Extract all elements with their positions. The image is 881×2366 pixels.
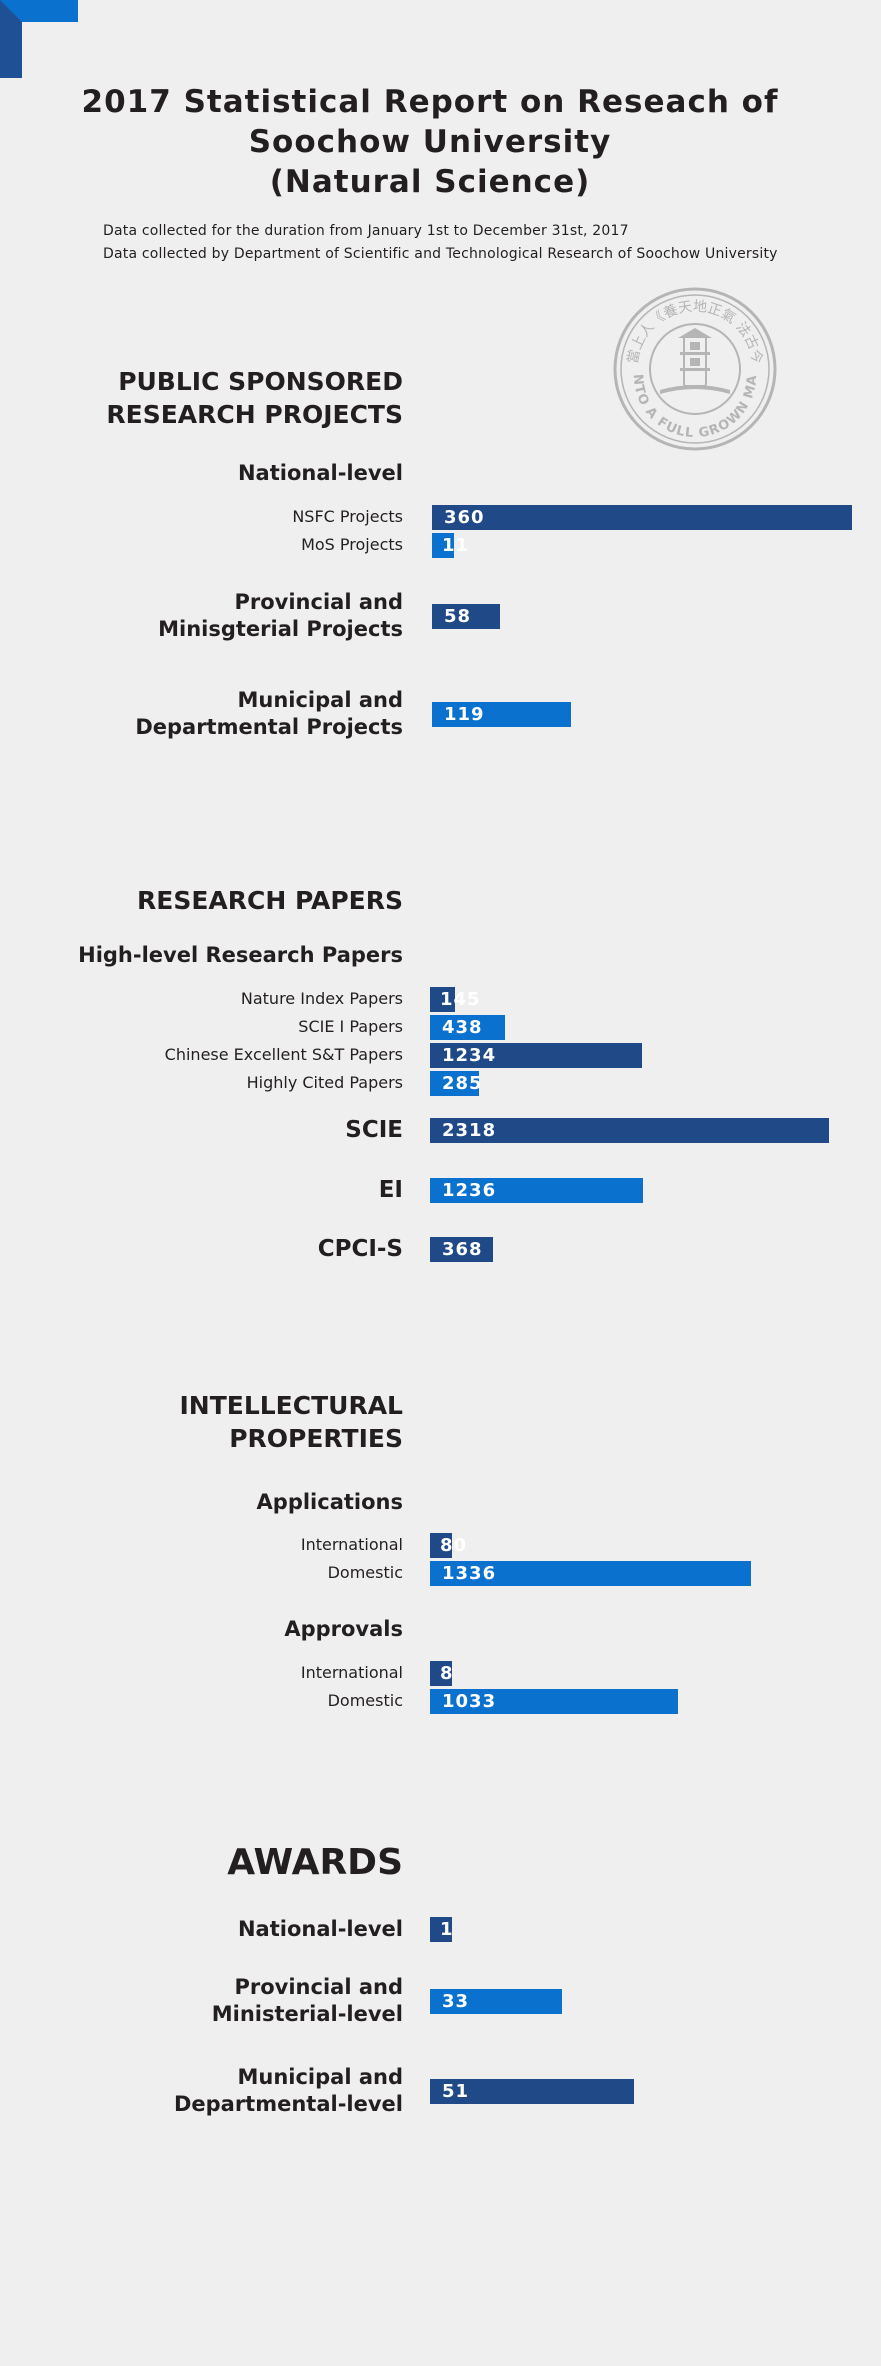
bar-value-label: 438 xyxy=(442,1017,483,1038)
section-title-line: INTELLECTURAL xyxy=(179,1391,403,1420)
category-line: Provincial and xyxy=(234,590,404,614)
section-title-line: AWARDS xyxy=(227,1842,403,1883)
bar-nsfc-projects: 360 xyxy=(432,505,852,530)
university-seal-logo: 人當當上人《養天地正氣 法古今完人 UNTO A FULL GROWN MAN xyxy=(612,286,777,451)
title-line: (Natural Science) xyxy=(269,164,591,200)
category-line: Departmental-level xyxy=(173,2092,403,2116)
bar-municipal-and-departmental-level: 51 xyxy=(430,2079,634,2104)
category-line: Departmental Projects xyxy=(135,715,403,739)
bar-value-label: 1336 xyxy=(442,1563,497,1584)
section-title-intellectural-properties: INTELLECTURAL PROPERTIES xyxy=(179,1389,403,1455)
category-line: National-level xyxy=(237,1916,403,1941)
bar-scie: 2318 xyxy=(430,1118,829,1143)
bar-value-label: 8 xyxy=(440,1663,454,1684)
corner-decoration xyxy=(0,0,78,78)
category-line: SCIE xyxy=(345,1117,403,1143)
page-title: 2017 Statistical Report on Reseach of So… xyxy=(0,82,860,202)
category-national-level: National-level xyxy=(238,460,403,487)
bar-value-label: 119 xyxy=(444,704,485,725)
bar-highly-cited-papers: 285 xyxy=(430,1071,482,1096)
category-provincial-and-minisgterial-projects: Provincial and Minisgterial Projects xyxy=(158,589,403,643)
category-scie: SCIE xyxy=(345,1117,403,1144)
bar-value-label: 80 xyxy=(440,1535,468,1556)
category-line: CPCI-S xyxy=(317,1236,403,1262)
category-line: Minisgterial Projects xyxy=(158,617,403,641)
category-approvals: Approvals xyxy=(284,1616,403,1643)
bar-label-scie-i-papers: SCIE I Papers xyxy=(298,1017,403,1036)
category-line: Provincial and xyxy=(234,1975,404,1999)
category-ei: EI xyxy=(379,1177,403,1204)
bar-scie-i-papers: 438 xyxy=(430,1015,505,1040)
bar-international: 80 xyxy=(430,1533,466,1558)
section-title-line: RESEARCH PROJECTS xyxy=(106,400,403,429)
category-applications: Applications xyxy=(257,1489,403,1516)
bar-value-label: 2318 xyxy=(442,1120,497,1141)
category-municipal-and-departmental-level: Municipal and Departmental-level xyxy=(174,2064,403,2118)
bar-label-nsfc-projects: NSFC Projects xyxy=(292,507,403,526)
bar-label-international: International xyxy=(300,1663,403,1682)
bar-label-nature-index-papers: Nature Index Papers xyxy=(240,989,403,1008)
bar-domestic: 1033 xyxy=(430,1689,678,1714)
bar-municipal-and-departmental-projects: 119 xyxy=(432,702,571,727)
bar-value-label: 368 xyxy=(442,1239,483,1260)
bar-value-label: 1 xyxy=(440,1919,454,1940)
category-municipal-and-departmental-projects: Municipal and Departmental Projects xyxy=(135,687,403,741)
bar-domestic: 1336 xyxy=(430,1561,751,1586)
category-line: Applications xyxy=(256,1490,403,1514)
bar-value-label: 145 xyxy=(440,989,481,1010)
subtitle-source: Data collected by Department of Scientif… xyxy=(103,246,778,262)
bar-value-label: 1236 xyxy=(442,1180,497,1201)
bar-provincial-and-minisgterial-projects: 58 xyxy=(432,604,500,629)
category-national-level: National-level xyxy=(238,1916,403,1943)
bar-value-label: 1234 xyxy=(442,1045,497,1066)
category-line: National-level xyxy=(237,461,403,485)
bar-label-domestic: Domestic xyxy=(327,1563,403,1582)
section-title-public-sponsored-research-projects: PUBLIC SPONSORED RESEARCH PROJECTS xyxy=(106,365,403,431)
bar-value-label: 11 xyxy=(442,535,470,556)
section-title-awards: AWARDS xyxy=(227,1842,403,1884)
bar-value-label: 285 xyxy=(442,1073,483,1094)
category-provincial-and-ministerial-level: Provincial and Ministerial-level xyxy=(212,1974,403,2028)
bar-value-label: 58 xyxy=(444,606,472,627)
bar-label-chinese-excellent-s-t-papers: Chinese Excellent S&T Papers xyxy=(164,1045,403,1064)
title-line: Soochow University xyxy=(248,124,612,160)
bar-value-label: 1033 xyxy=(442,1691,497,1712)
bar-cpci-s: 368 xyxy=(430,1237,493,1262)
category-line: EI xyxy=(378,1177,403,1203)
bar-provincial-and-ministerial-level: 33 xyxy=(430,1989,562,2014)
section-title-line: PUBLIC SPONSORED xyxy=(118,367,403,396)
category-line: Municipal and xyxy=(237,688,403,712)
bar-value-label: 360 xyxy=(444,507,485,528)
title-line: 2017 Statistical Report on Reseach of xyxy=(81,84,779,120)
bar-mos-projects: 11 xyxy=(432,533,468,558)
category-line: High-level Research Papers xyxy=(78,943,403,967)
bar-label-domestic: Domestic xyxy=(327,1691,403,1710)
category-high-level-research-papers: High-level Research Papers xyxy=(78,942,403,969)
bar-value-label: 33 xyxy=(442,1991,470,2012)
bar-label-international: International xyxy=(300,1535,403,1554)
category-line: Approvals xyxy=(284,1617,403,1641)
section-title-research-papers: RESEARCH PAPERS xyxy=(137,884,403,917)
bar-chinese-excellent-s-t-papers: 1234 xyxy=(430,1043,642,1068)
category-line: Ministerial-level xyxy=(211,2002,403,2026)
category-cpci-s: CPCI-S xyxy=(318,1236,403,1263)
bar-label-highly-cited-papers: Highly Cited Papers xyxy=(246,1073,403,1092)
bar-nature-index-papers: 145 xyxy=(430,987,480,1012)
bar-value-label: 51 xyxy=(442,2081,470,2102)
subtitle-duration: Data collected for the duration from Jan… xyxy=(103,223,629,239)
category-line: Municipal and xyxy=(237,2065,403,2089)
bar-ei: 1236 xyxy=(430,1178,643,1203)
bar-national-level: 1 xyxy=(430,1917,454,1942)
bar-label-mos-projects: MoS Projects xyxy=(301,535,403,554)
section-title-line: RESEARCH PAPERS xyxy=(136,886,403,915)
bar-international: 8 xyxy=(430,1661,454,1686)
section-title-line: PROPERTIES xyxy=(229,1424,403,1453)
